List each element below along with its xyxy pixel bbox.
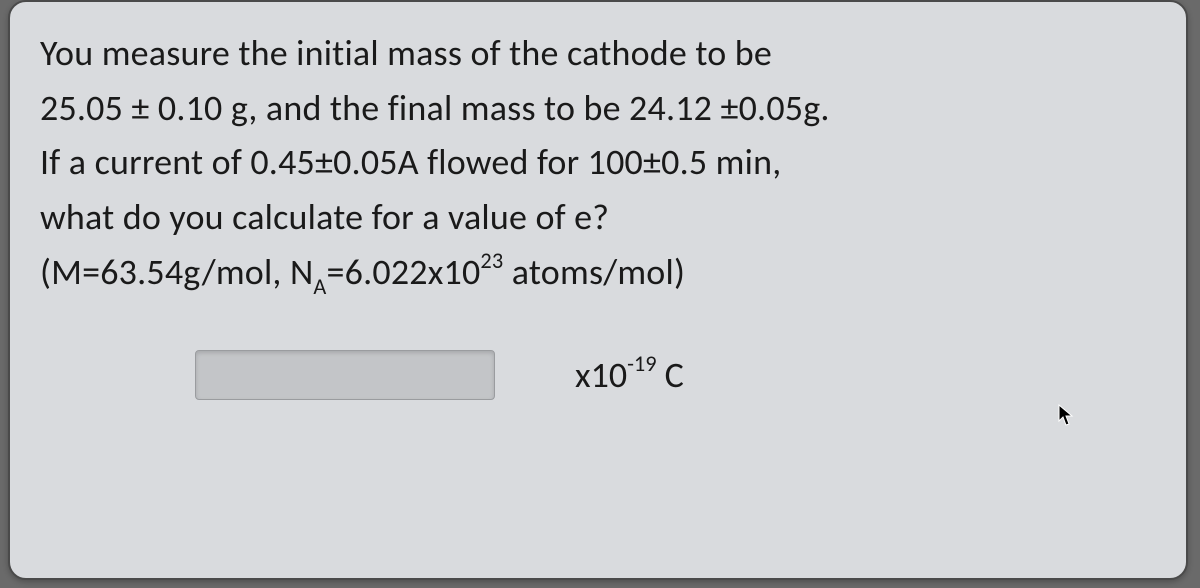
answer-row: x10-19 C <box>40 350 1156 400</box>
question-card: You measure the initial mass of the cath… <box>8 0 1188 580</box>
question-line-1: You measure the initial mass of the cath… <box>40 31 772 75</box>
unit-superscript: -19 <box>627 350 656 377</box>
question-line-5-mid: =6.022x10 <box>327 250 481 294</box>
unit-suffix: C <box>657 353 684 397</box>
cursor-icon <box>1058 404 1076 428</box>
question-line-5-subscript: A <box>313 273 326 300</box>
question-line-5-superscript: 23 <box>480 247 503 274</box>
question-line-3: If a current of 0.45±0.05A flowed for 10… <box>40 140 781 184</box>
unit-prefix: x10 <box>575 353 627 397</box>
answer-input[interactable] <box>195 350 495 400</box>
question-line-5-prefix: (M=63.54g/mol, N <box>40 250 313 294</box>
question-text: You measure the initial mass of the cath… <box>40 26 1156 302</box>
question-line-4: what do you calculate for a value of e? <box>40 195 609 239</box>
question-line-5-suffix: atoms/mol) <box>503 250 685 294</box>
answer-unit: x10-19 C <box>575 353 684 397</box>
question-line-2: 25.05 ± 0.10 g, and the final mass to be… <box>40 86 830 130</box>
